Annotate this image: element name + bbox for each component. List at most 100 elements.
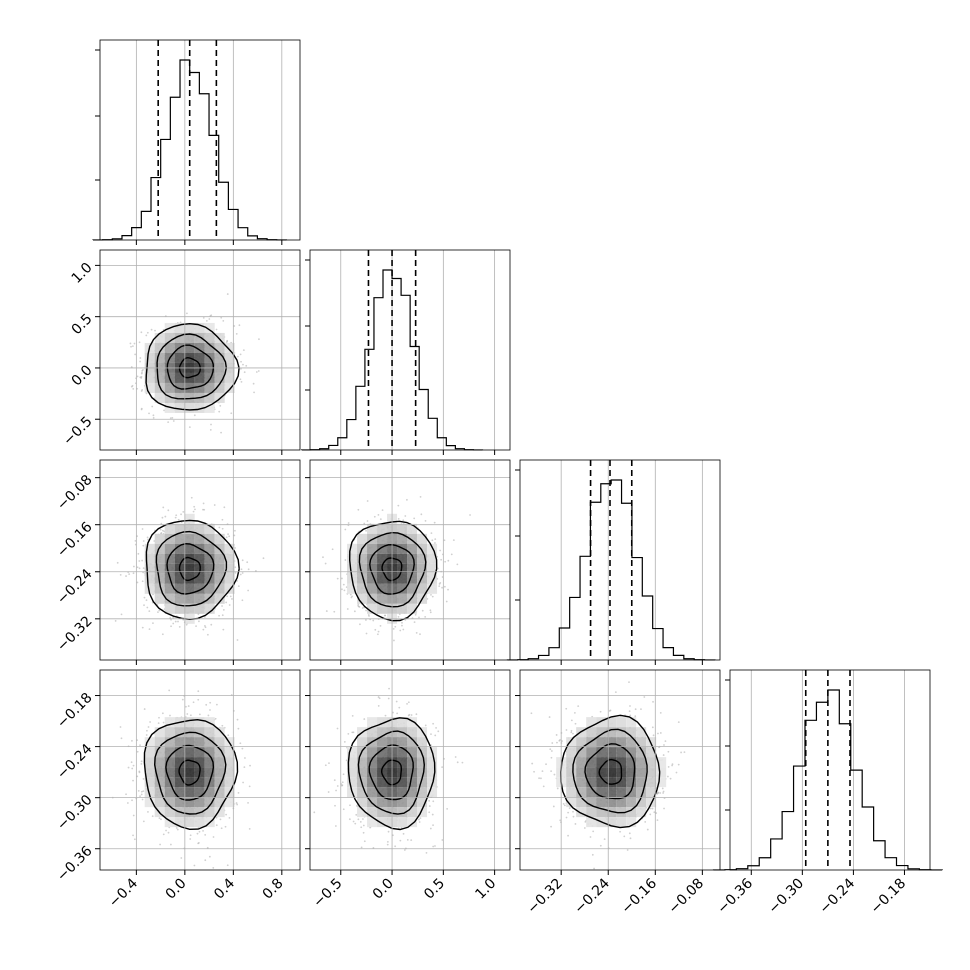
sample-point [205, 703, 208, 706]
sample-point [438, 585, 441, 588]
sample-point [192, 701, 195, 704]
density-cell [174, 583, 185, 594]
density-cell [357, 583, 368, 594]
sample-point [139, 360, 141, 363]
sample-point [202, 316, 205, 319]
density-cell [164, 747, 175, 758]
sample-point [209, 428, 212, 431]
sample-point [126, 802, 129, 804]
sample-point [421, 609, 424, 612]
sample-point [131, 345, 134, 348]
density-cell [174, 392, 185, 403]
density-cell [184, 533, 195, 544]
density-cell [164, 533, 175, 544]
sample-point [363, 718, 366, 720]
sample-point [357, 818, 360, 821]
sample-point [246, 561, 249, 564]
density-cell [164, 797, 175, 808]
sample-point [418, 821, 421, 823]
density-cell [204, 717, 215, 728]
density-cell [214, 573, 225, 584]
density-cell [154, 593, 165, 604]
sample-point [146, 536, 149, 539]
sample-point [136, 581, 139, 584]
sample-point [428, 799, 431, 802]
sample-point [441, 766, 444, 769]
sample-point [159, 843, 161, 846]
sample-point [424, 724, 427, 727]
sample-point [237, 791, 240, 794]
sample-point [351, 715, 354, 717]
sample-point [254, 569, 257, 572]
sample-point [151, 815, 154, 818]
density-cell [347, 767, 358, 778]
sample-point [214, 717, 217, 720]
density-cell [184, 543, 195, 554]
density-cell [224, 352, 235, 363]
sample-point [194, 508, 196, 511]
sample-point [139, 795, 141, 798]
sample-point [439, 582, 442, 584]
sample-point [192, 510, 195, 513]
panel-content [313, 687, 464, 854]
sample-point [443, 585, 446, 588]
sample-point [198, 713, 201, 716]
sample-point [454, 756, 457, 758]
sample-point [392, 627, 395, 630]
density-cell [154, 533, 165, 544]
contour-line [348, 520, 438, 622]
sample-point [150, 328, 153, 331]
sample-point [399, 839, 402, 842]
sample-point [386, 843, 389, 846]
density-cell [154, 352, 165, 363]
axes-frame [99, 669, 301, 871]
density-cell [417, 533, 428, 544]
density-cell [347, 747, 358, 758]
density-cell [204, 342, 215, 353]
density-cell [407, 603, 418, 614]
sample-point [240, 360, 242, 363]
density-cell [214, 747, 225, 758]
sample-point [138, 560, 141, 562]
density-cell [377, 807, 388, 818]
sample-point [344, 559, 347, 561]
sample-point [222, 608, 225, 611]
sample-point [180, 857, 183, 859]
sample-point [225, 341, 228, 344]
sample-point [446, 808, 449, 810]
sample-point [202, 502, 205, 505]
density-cell [224, 573, 235, 584]
density-cell [214, 372, 225, 383]
density-cell [417, 563, 428, 574]
sample-point [336, 727, 339, 730]
density-cell [204, 737, 215, 748]
sample-point [228, 535, 231, 538]
density-cell [154, 737, 165, 748]
sample-point [342, 583, 345, 586]
sample-point [430, 733, 432, 736]
sample-point [234, 529, 236, 532]
sample-point [140, 372, 143, 375]
sample-point [331, 548, 334, 551]
contour-line [166, 542, 215, 595]
sample-point [413, 621, 416, 624]
sample-point [430, 593, 432, 596]
sample-point [204, 859, 207, 862]
sample-point [162, 721, 165, 724]
density-cell [204, 797, 215, 808]
density-cell [194, 747, 205, 758]
sample-point [145, 599, 148, 602]
density-cell [194, 372, 205, 383]
density-cell [367, 603, 378, 614]
density-cell [377, 757, 388, 768]
contour-line [178, 759, 201, 786]
contour-line [165, 744, 215, 801]
density-cell [174, 603, 185, 614]
panel-content [129, 293, 260, 434]
sample-point [226, 595, 229, 598]
sample-point [425, 851, 428, 854]
sample-point [153, 540, 156, 542]
density-cell [154, 787, 165, 798]
sample-point [360, 826, 363, 829]
density-cell [154, 543, 165, 554]
